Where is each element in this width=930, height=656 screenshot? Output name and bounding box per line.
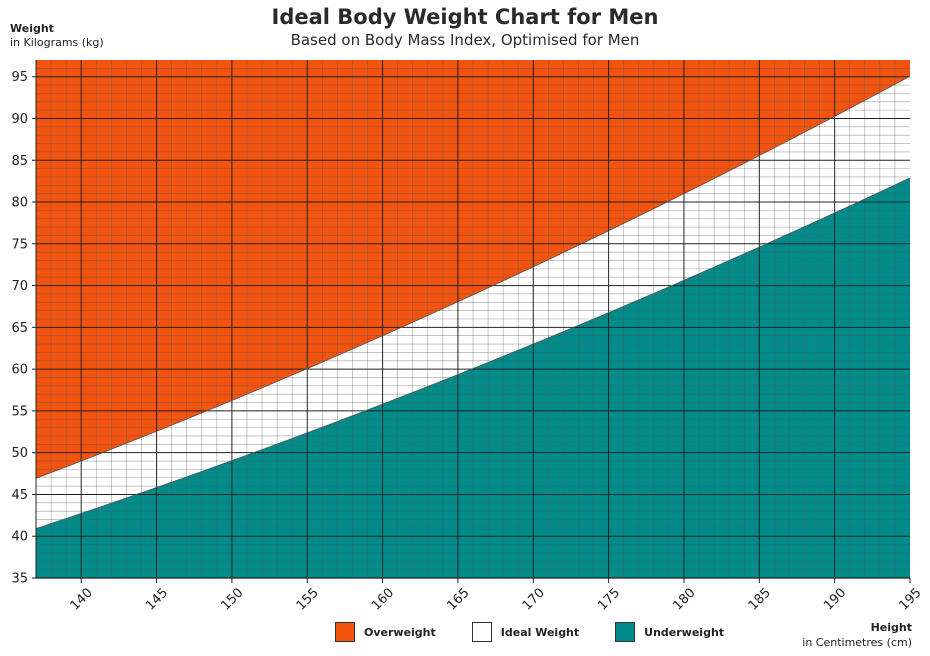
legend-swatch-ideal (471, 622, 492, 642)
x-axis-title: Height (870, 621, 912, 634)
chart-subtitle: Based on Body Mass Index, Optimised for … (290, 31, 640, 49)
legend-label-overweight: Overweight (364, 625, 436, 639)
legend-swatch-overweight (335, 622, 355, 642)
underweight-boundary-line (35, 177, 911, 529)
y-tick-label: 35 (11, 572, 28, 587)
x-tick-label: 145 (143, 585, 171, 613)
legend-label-ideal: Ideal Weight (500, 625, 580, 639)
y-tick-label: 70 (11, 279, 28, 294)
y-tick-label: 75 (11, 237, 28, 252)
legend: Overweight Ideal Weight Underweight (335, 622, 760, 642)
y-tick-label: 60 (11, 363, 28, 378)
x-tick-label: 155 (294, 585, 322, 613)
legend-item-overweight: Overweight (335, 622, 436, 642)
y-axis-subtitle: in Kilograms (kg) (10, 36, 104, 49)
x-tick-label: 165 (444, 585, 472, 613)
x-tick-label: 175 (595, 585, 623, 613)
legend-item-underweight: Underweight (615, 622, 724, 642)
y-tick-label: 90 (11, 112, 28, 127)
y-tick-label: 95 (11, 70, 28, 85)
y-tick-label: 45 (11, 488, 28, 503)
y-tick-label: 50 (11, 446, 28, 461)
y-tick-label: 40 (11, 530, 28, 545)
x-tick-label: 195 (896, 585, 924, 613)
y-tick-label: 85 (11, 154, 28, 169)
y-tick-label: 65 (11, 321, 28, 336)
x-tick-label: 140 (68, 585, 96, 613)
y-tick-label: 80 (11, 196, 28, 211)
x-axis-subtitle: in Centimetres (cm) (802, 636, 912, 649)
x-tick-label: 185 (746, 585, 774, 613)
legend-swatch-underweight (615, 622, 636, 642)
y-axis-title: Weight (10, 22, 54, 35)
legend-label-underweight: Underweight (644, 625, 725, 639)
x-tick-label: 180 (670, 585, 698, 613)
legend-item-ideal: Ideal Weight (471, 622, 580, 642)
chart-title: Ideal Body Weight Chart for Men (271, 5, 659, 29)
x-tick-label: 170 (520, 585, 548, 613)
y-tick-label: 55 (11, 404, 28, 419)
overweight-boundary-line (35, 75, 911, 479)
x-tick-label: 150 (218, 585, 246, 613)
x-tick-label: 160 (369, 585, 397, 613)
x-tick-label: 190 (821, 585, 849, 613)
